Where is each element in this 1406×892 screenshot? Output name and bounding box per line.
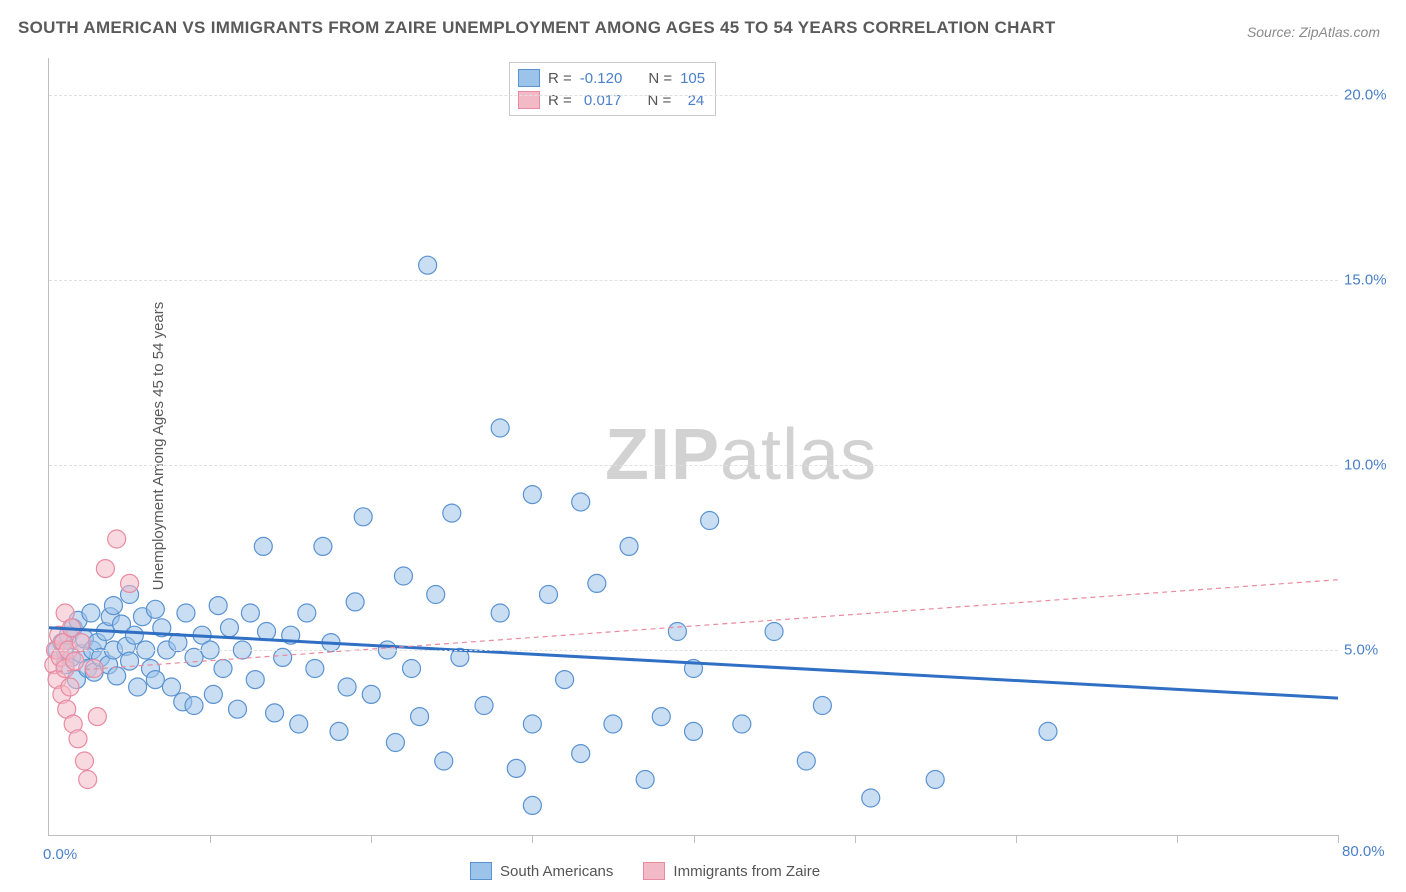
n-value-1: 105	[680, 70, 705, 87]
x-max-label: 80.0%	[1342, 843, 1398, 860]
series-legend: South Americans Immigrants from Zaire	[470, 862, 820, 880]
swatch-blue-icon	[470, 862, 492, 880]
y-tick-label: 10.0%	[1344, 457, 1400, 474]
y-tick-label: 15.0%	[1344, 272, 1400, 289]
series2-label: Immigrants from Zaire	[673, 863, 820, 880]
swatch-pink-icon	[643, 862, 665, 880]
y-tick-label: 5.0%	[1344, 642, 1400, 659]
r-label: R =	[548, 70, 572, 87]
x-origin-label: 0.0%	[43, 846, 77, 863]
n-label: N =	[648, 70, 672, 87]
r-value-1: -0.120	[580, 70, 623, 87]
scatter-canvas	[49, 58, 1338, 835]
legend-item-south-americans: South Americans	[470, 862, 613, 880]
legend-row-series1: R = -0.120 N = 105	[518, 67, 705, 89]
correlation-legend: R = -0.120 N = 105 R = 0.017 N = 24	[509, 62, 716, 116]
series1-label: South Americans	[500, 863, 613, 880]
source-attribution: Source: ZipAtlas.com	[1247, 24, 1380, 40]
chart-title: SOUTH AMERICAN VS IMMIGRANTS FROM ZAIRE …	[18, 18, 1056, 38]
legend-row-series2: R = 0.017 N = 24	[518, 89, 705, 111]
swatch-pink	[518, 91, 540, 109]
plot-area: ZIPatlas R = -0.120 N = 105 R = 0.017 N …	[48, 58, 1338, 836]
y-tick-label: 20.0%	[1344, 87, 1400, 104]
legend-item-zaire: Immigrants from Zaire	[643, 862, 820, 880]
swatch-blue	[518, 69, 540, 87]
